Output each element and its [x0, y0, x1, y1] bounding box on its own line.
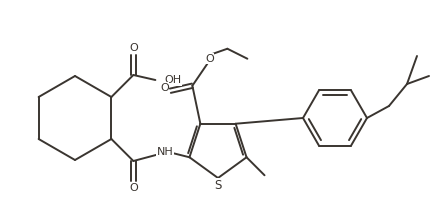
Text: S: S: [214, 179, 222, 191]
Text: NH: NH: [157, 147, 174, 157]
Text: O: O: [205, 54, 214, 64]
Text: O: O: [160, 83, 169, 93]
Text: O: O: [129, 43, 138, 53]
Text: OH: OH: [164, 75, 181, 85]
Text: O: O: [129, 183, 138, 193]
